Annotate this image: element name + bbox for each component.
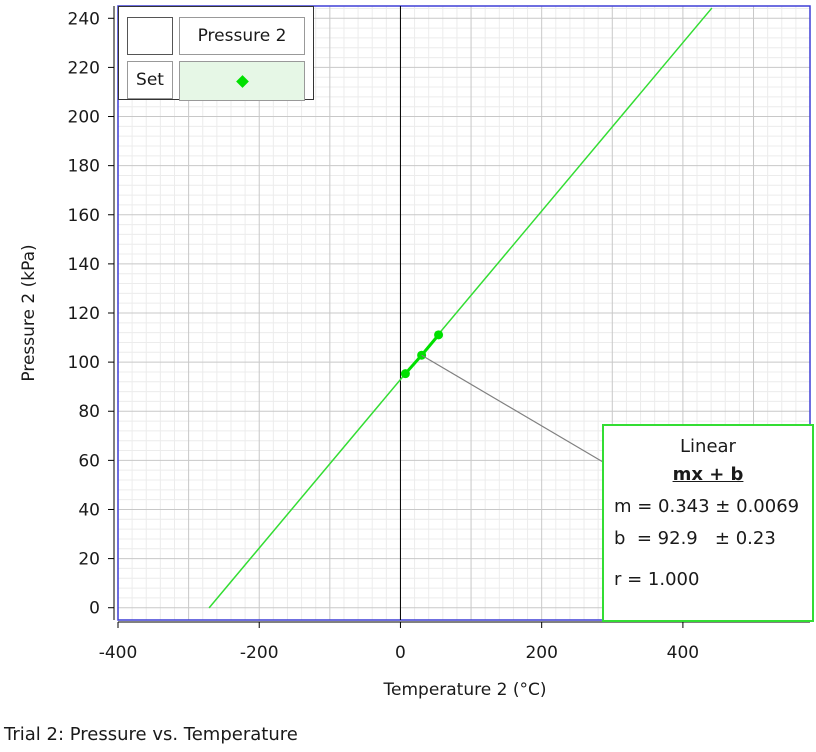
data-points [400,330,444,379]
y-tick-label: 240 [68,9,100,29]
y-tick-label: 60 [78,451,100,471]
legend-series-label[interactable]: Pressure 2 [179,17,305,55]
x-tick-label: 200 [525,643,557,663]
y-tick-label: 120 [68,304,100,324]
y-tick-label: 0 [89,599,100,619]
fit-line [208,7,713,609]
fit-title: Linear [680,436,736,457]
plot-border [117,5,811,621]
y-tick-label: 140 [68,255,100,275]
x-tick-label: 0 [395,643,406,663]
y-tick-label: 80 [78,402,100,422]
data-point [434,330,444,340]
fit-group [208,7,713,609]
legend: Pressure 2 Set [118,6,314,101]
x-tick-label: -400 [99,643,138,663]
legend-set-label[interactable]: Set [127,61,173,99]
fit-equation: mx + b [672,464,744,485]
y-tick-label: 20 [78,550,100,570]
fit-intercept: b = 92.9 ± 0.23 [614,528,776,549]
y-tick-label: 160 [68,206,100,226]
fit-correlation: r = 1.000 [614,569,700,590]
y-tick-label: 200 [68,108,100,128]
data-point [400,369,410,379]
y-axis-title: Pressure 2 (kPa) [19,244,39,381]
x-axis: -400 -200 0 200 400 [99,621,810,663]
y-axis: 0 20 40 60 80 100 120 140 160 180 200 220 240 [68,6,115,620]
y-tick-label: 220 [68,58,100,78]
legend-swatch[interactable] [127,17,173,55]
y-tick-label: 40 [78,500,100,520]
fit-slope: m = 0.343 ± 0.0069 [614,496,800,517]
curve-fit-box[interactable]: Linear mx + b m = 0.343 ± 0.0069 b = 92.… [602,424,814,622]
x-tick-label: 400 [667,643,699,663]
x-tick-label: -200 [240,643,279,663]
x-axis-title: Temperature 2 (°C) [383,680,547,700]
legend-marker[interactable] [179,61,305,101]
y-tick-label: 100 [68,353,100,373]
fit-connector-line [421,354,604,463]
diamond-marker-icon [235,74,249,88]
chart-caption: Trial 2: Pressure vs. Temperature [4,724,298,745]
y-tick-label: 180 [68,157,100,177]
